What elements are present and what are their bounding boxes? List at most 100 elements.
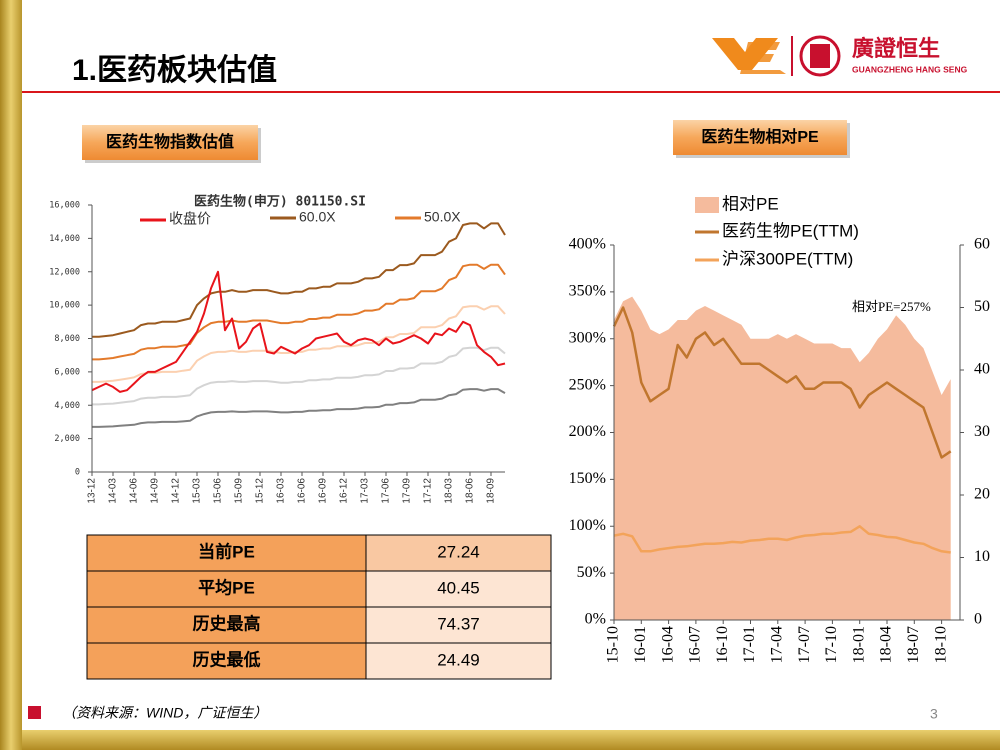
- table-label: 历史最高: [193, 613, 261, 633]
- logo: 廣證恒生 GUANGZHENG HANG SENG: [712, 35, 968, 77]
- chart: 0 2,000 4,000 6,000 8,000 10,000 12,000 14,000 1…: [49, 194, 506, 504]
- x-tick-label: 15-06: [213, 478, 224, 504]
- x-tick-label: 17-04: [768, 626, 785, 663]
- table-cell: [86, 642, 367, 680]
- y-tick-label: 16,000: [49, 201, 80, 211]
- series-line: [612, 306, 952, 459]
- table-cell: [365, 606, 552, 644]
- table-cell: [86, 534, 367, 572]
- logo-name: 廣證恒生: [852, 36, 940, 61]
- y-tick-label: 200%: [569, 423, 606, 440]
- x-tick-label: 18-03: [444, 478, 455, 504]
- y2-tick-label: 40: [974, 361, 990, 378]
- x-tick-label: 18-10: [932, 626, 949, 663]
- table-value: 24.49: [437, 650, 480, 669]
- y-tick-label: 10,000: [49, 301, 80, 311]
- x-tick-label: 16-07: [687, 626, 704, 663]
- y-tick-label: 0: [75, 468, 80, 478]
- logo-sub: GUANGZHENG HANG SENG: [852, 64, 968, 74]
- logo-seal-inner: [810, 44, 830, 68]
- table-cell: [86, 570, 367, 608]
- series-line: [91, 270, 506, 393]
- x-tick-label: 16-12: [339, 478, 350, 504]
- x-tick-label: 18-06: [465, 478, 476, 504]
- y-tick-label: 50%: [577, 564, 606, 581]
- charts: 0 2,000 4,000 6,000 8,000 10,000 12,000 14,000 1…: [49, 194, 990, 664]
- y2-tick-label: 20: [974, 486, 990, 503]
- series-line: [92, 346, 506, 406]
- x-tick-label: 15-12: [255, 478, 266, 504]
- legend-label: 50.0X: [424, 209, 461, 225]
- y-tick-label: 150%: [569, 470, 606, 487]
- y2-tick-label: 60: [974, 236, 990, 253]
- y-tick-label: 350%: [569, 283, 606, 300]
- table-cell: [365, 534, 552, 572]
- x-tick-label: 17-06: [381, 478, 392, 504]
- x-tick-label: 15-03: [192, 478, 203, 504]
- y-tick-label: 4,000: [54, 401, 80, 411]
- table-value: 74.37: [437, 614, 480, 633]
- series-line: [613, 525, 951, 554]
- x-tick-label: 16-09: [318, 478, 329, 504]
- x-tick-label: 14-06: [129, 478, 140, 504]
- y-tick-label: 2,000: [54, 434, 80, 444]
- y-tick-label: 14,000: [49, 234, 80, 244]
- page-number: 3: [930, 706, 938, 722]
- legend-label: 收盘价: [169, 211, 211, 227]
- chart: 0% 50% 100% 150% 200% 250% 300% 350% 400% 0 10 20 30…: [569, 194, 990, 663]
- annotation: 相对PE=257%: [852, 299, 931, 314]
- x-tick-label: 17-01: [741, 626, 758, 663]
- x-tick-label: 14-09: [150, 478, 161, 504]
- series-line: [92, 305, 506, 383]
- area: [614, 296, 951, 620]
- bottom-strip: [22, 730, 1000, 750]
- side-strip: [0, 0, 22, 750]
- y-tick-label: 8,000: [54, 334, 80, 344]
- x-tick-label: 17-07: [796, 626, 813, 663]
- chart-title: 医药生物(申万) 801150.SI: [194, 194, 366, 210]
- y-tick-label: 400%: [569, 236, 606, 253]
- section-tag: [673, 120, 847, 155]
- x-tick-label: 18-07: [905, 626, 922, 663]
- y-tick-label: 300%: [569, 329, 606, 346]
- x-tick-label: 17-03: [360, 478, 371, 504]
- y2-tick-label: 50: [974, 298, 990, 315]
- x-tick-label: 18-04: [878, 626, 895, 663]
- y-tick-label: 6,000: [54, 367, 80, 377]
- x-tick-label: 16-04: [659, 626, 676, 663]
- x-tick-label: 18-01: [850, 626, 867, 663]
- table-cell: [365, 642, 552, 680]
- table-label: 历史最低: [193, 649, 261, 669]
- x-tick-label: 15-09: [234, 478, 245, 504]
- x-tick-label: 17-12: [423, 478, 434, 504]
- legend-swatch: [695, 197, 719, 213]
- legend-label: 沪深300PE(TTM): [722, 249, 853, 268]
- footer-source: （资料来源：WIND，广证恒生）: [62, 705, 267, 721]
- slide-title: 1.医药板块估值: [72, 54, 277, 87]
- table-value: 40.45: [437, 578, 480, 597]
- x-tick-label: 16-01: [632, 626, 649, 663]
- legend-label: 医药生物PE(TTM): [722, 221, 859, 240]
- section-tag: [82, 125, 258, 160]
- x-tick-label: 15-10: [605, 626, 622, 663]
- x-tick-label: 17-10: [823, 626, 840, 663]
- series-line: [92, 263, 506, 361]
- y2-tick-label: 0: [974, 611, 982, 628]
- logo-mark: [740, 42, 786, 74]
- series-line: [92, 222, 506, 338]
- y-tick-label: 0%: [585, 611, 606, 628]
- footer-square: [28, 706, 41, 719]
- legend-label: 相对PE: [722, 194, 779, 213]
- y2-tick-label: 10: [974, 548, 990, 565]
- section-label: 医药生物相对PE: [701, 127, 819, 146]
- table-value: 27.24: [437, 542, 480, 561]
- x-tick-label: 16-06: [297, 478, 308, 504]
- x-tick-label: 16-10: [714, 626, 731, 663]
- x-tick-label: 14-12: [171, 478, 182, 504]
- section-label: 医药生物指数估值: [106, 132, 234, 151]
- x-tick-label: 18-09: [486, 478, 497, 504]
- legend-label: 60.0X: [299, 209, 336, 225]
- y-tick-label: 12,000: [49, 267, 80, 277]
- x-tick-label: 14-03: [108, 478, 119, 504]
